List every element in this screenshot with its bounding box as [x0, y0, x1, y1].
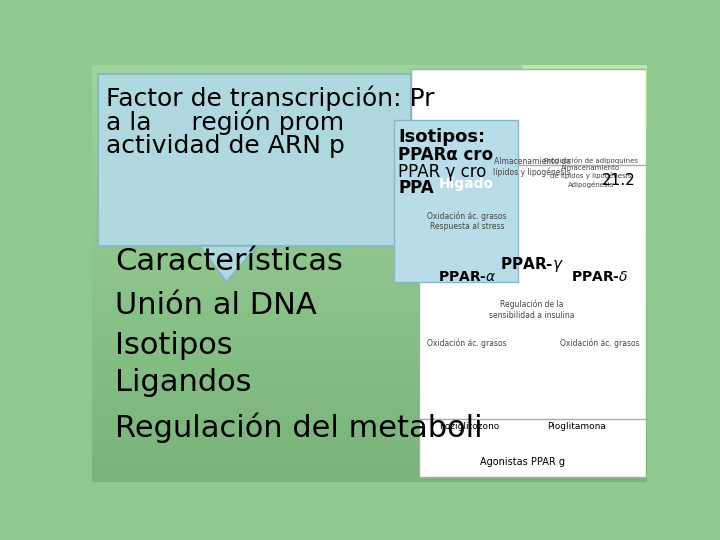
- Text: PPAR-$\delta$: PPAR-$\delta$: [571, 269, 629, 284]
- Text: PPAR γ cro: PPAR γ cro: [398, 163, 487, 180]
- FancyBboxPatch shape: [419, 392, 647, 477]
- Text: Pioglitamona: Pioglitamona: [547, 422, 606, 431]
- Text: 21.2: 21.2: [602, 173, 636, 188]
- Text: a la     región prom: a la región prom: [106, 110, 343, 135]
- Text: Isotipos:: Isotipos:: [398, 128, 485, 146]
- Text: Agonistas PPAR g: Agonistas PPAR g: [480, 457, 565, 467]
- Text: Oxidación ác. grasos: Oxidación ác. grasos: [427, 338, 507, 348]
- FancyBboxPatch shape: [98, 74, 411, 246]
- Text: PPAR-$\alpha$: PPAR-$\alpha$: [438, 269, 496, 284]
- Polygon shape: [199, 246, 257, 282]
- FancyBboxPatch shape: [419, 165, 647, 419]
- Text: Características: Características: [115, 247, 343, 275]
- Text: PPARα cro: PPARα cro: [398, 146, 493, 164]
- Text: Oxidación ác. grasos
Respuesta al stress: Oxidación ác. grasos Respuesta al stress: [427, 211, 507, 231]
- Text: hoziglitozono: hoziglitozono: [439, 422, 499, 431]
- Text: Regulación de la
sensibilidad a insulina: Regulación de la sensibilidad a insulina: [490, 300, 575, 320]
- Text: Ligandos: Ligandos: [115, 368, 251, 396]
- Text: Producción de adipoquines
Almacenamiento
de lípidos y lipogénesis
Adipogénesis: Producción de adipoquines Almacenamiento…: [544, 157, 638, 187]
- FancyBboxPatch shape: [395, 120, 518, 282]
- Text: Isotipos: Isotipos: [115, 332, 233, 360]
- Text: Almacenamiento de
lípidos y lipogénesis: Almacenamiento de lípidos y lipogénesis: [493, 157, 571, 177]
- Text: Grasa: Grasa: [577, 177, 623, 191]
- Text: Regulación del metaboli: Regulación del metaboli: [115, 413, 482, 443]
- Text: PPAR-$\gamma$: PPAR-$\gamma$: [500, 255, 564, 274]
- FancyBboxPatch shape: [411, 69, 647, 215]
- Text: PPA: PPA: [398, 179, 434, 197]
- Text: actividad de ARN p: actividad de ARN p: [106, 134, 345, 158]
- Text: Oxidación ác. grasos: Oxidación ác. grasos: [560, 338, 640, 348]
- Text: Factor de transcripción: Pr: Factor de transcripción: Pr: [106, 85, 434, 111]
- Text: Hígado: Hígado: [439, 177, 495, 191]
- Text: Musculo: Musculo: [500, 362, 564, 376]
- Text: Unión al DNA: Unión al DNA: [115, 291, 317, 320]
